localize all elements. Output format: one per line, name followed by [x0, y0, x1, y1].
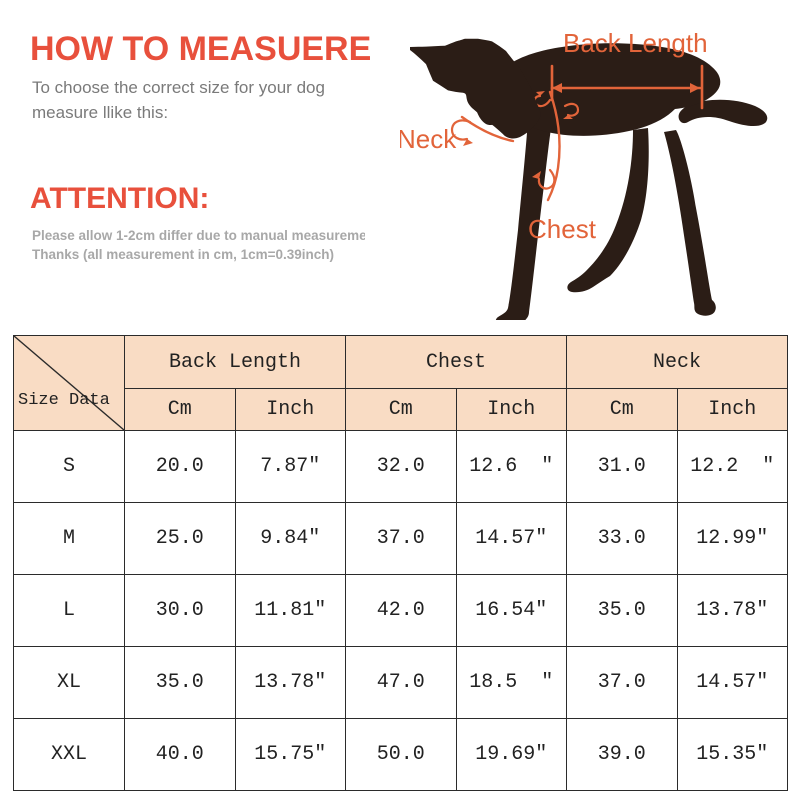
svg-text:Chest: Chest [528, 214, 597, 244]
svg-text:Back Length: Back Length [563, 28, 708, 58]
svg-text:Neck: Neck [400, 124, 457, 154]
